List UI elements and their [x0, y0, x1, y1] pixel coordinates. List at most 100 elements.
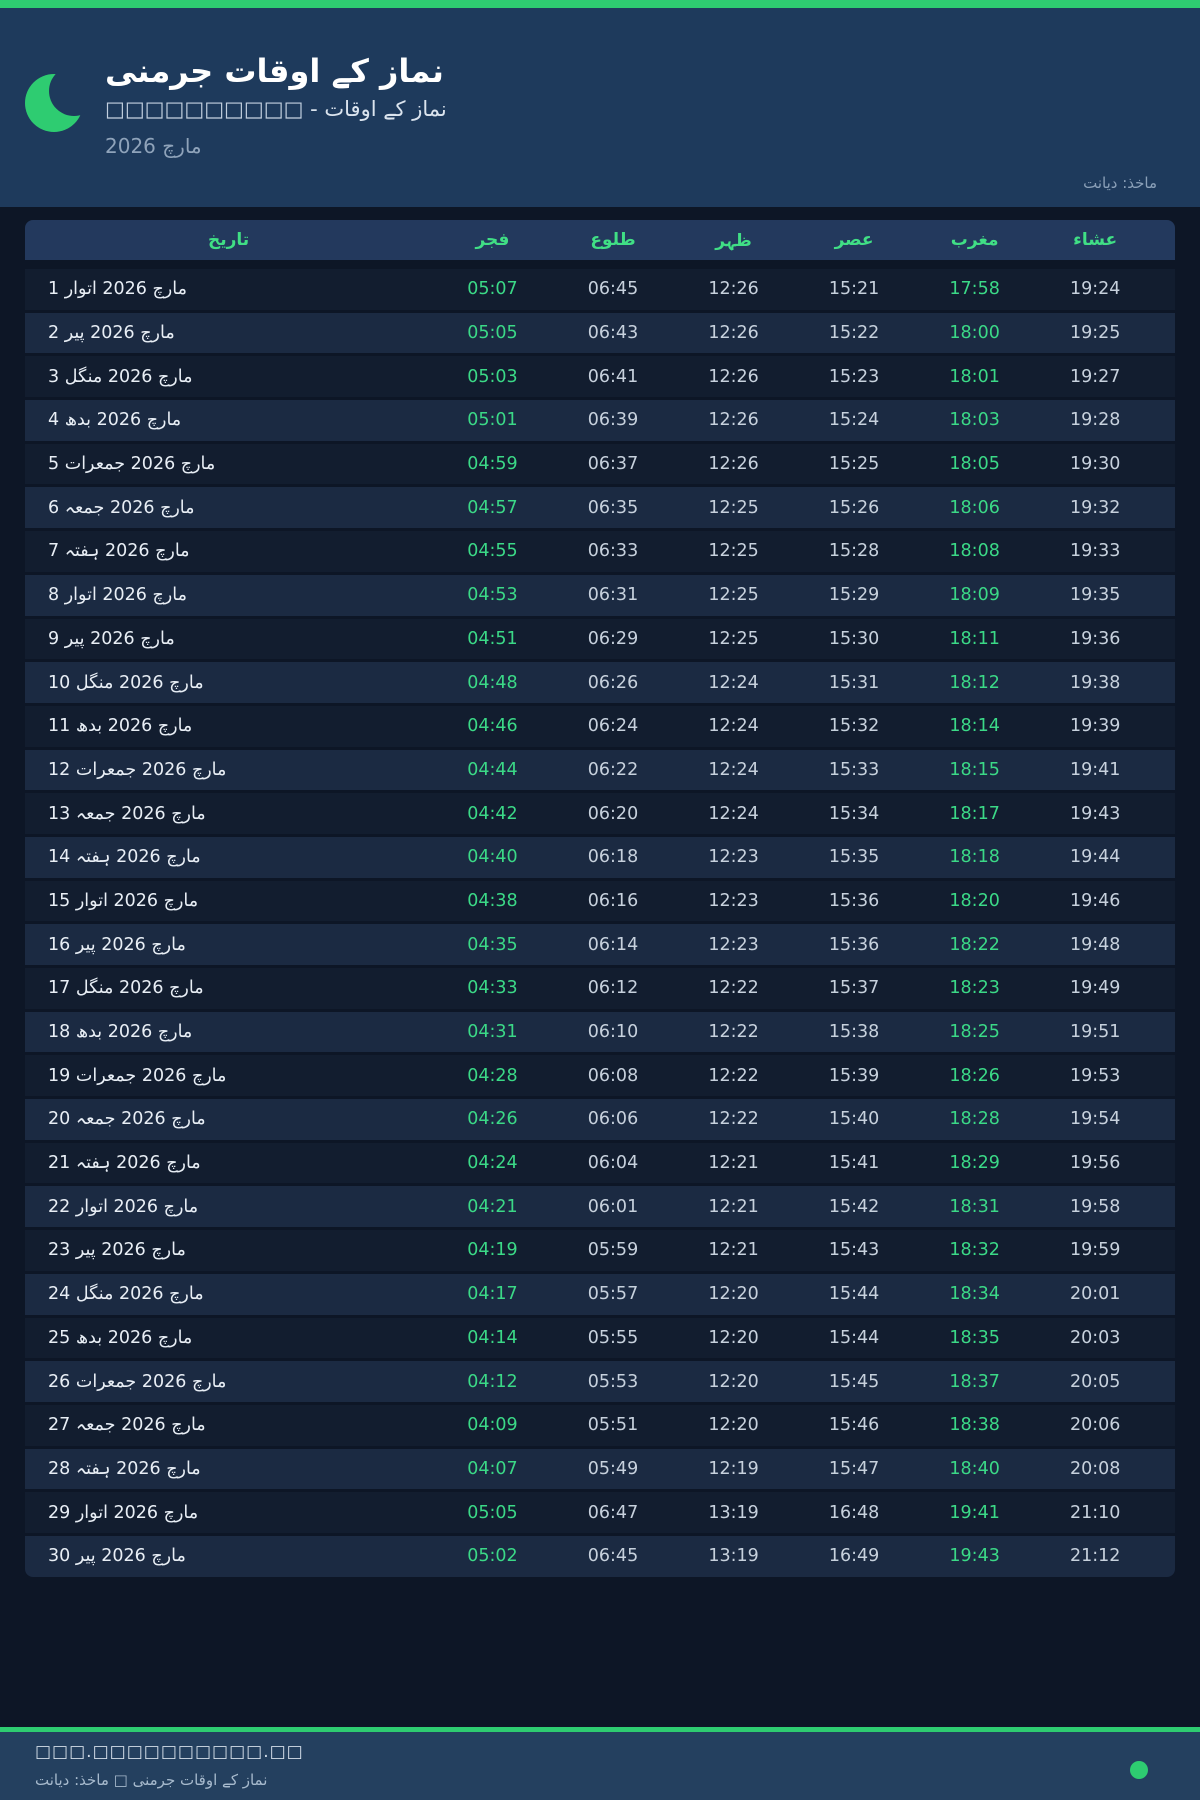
row-spacer [1155, 746, 1175, 791]
isha-time: 19:58 [1034, 1183, 1156, 1228]
asr-time: 15:21 [793, 266, 915, 310]
sunrise-time: 06:43 [552, 309, 674, 354]
sunrise-time: 05:57 [552, 1270, 674, 1315]
day-number: 25 [48, 1327, 71, 1348]
year-number: 2026 [102, 279, 147, 300]
row-spacer [1155, 659, 1175, 703]
dhuhr-time: 12:20 [673, 1270, 794, 1315]
isha-time: 19:28 [1034, 397, 1156, 441]
page-subtitle: نماز کے اوقات - □□□□□□□□□□ [105, 97, 447, 121]
row-spacer [1155, 790, 1175, 834]
year-number: 2026 [96, 410, 142, 431]
sunrise-time: 06:45 [552, 1532, 674, 1577]
dhuhr-time: 12:21 [673, 1183, 794, 1228]
dhuhr-time: 12:24 [673, 702, 794, 747]
table-row: 29 مارچ 2026 اتوار 05:05 06:47 13:19 16:… [25, 1489, 1175, 1533]
table-header-row: تاریخ فجر طلوع ظہر عصر مغرب عشاء [25, 220, 1175, 266]
row-spacer [1155, 1183, 1175, 1228]
maghrib-time: 18:14 [914, 702, 1035, 747]
asr-time: 15:44 [793, 1314, 915, 1359]
city-name-tofu: □□□□□□□□□□ [105, 97, 304, 122]
year-number: 2026 [113, 1196, 159, 1217]
fajr-time: 04:21 [432, 1183, 553, 1228]
date-cell: 4 مارچ 2026 بدھ [25, 397, 433, 441]
isha-time: 19:24 [1034, 266, 1156, 310]
row-spacer [1155, 1489, 1175, 1533]
dhuhr-time: 13:19 [673, 1489, 794, 1533]
month-name: مارچ [140, 628, 175, 649]
date-cell: 17 مارچ 2026 منگل [25, 965, 433, 1009]
row-spacer [1155, 353, 1175, 398]
sunrise-time: 06:22 [552, 746, 674, 791]
dhuhr-time: 12:22 [673, 965, 794, 1009]
sunrise-time: 05:55 [552, 1314, 674, 1359]
sunrise-time: 06:39 [552, 397, 674, 441]
table-row: 25 مارچ 2026 بدھ 04:14 05:55 12:20 15:44… [25, 1314, 1175, 1359]
row-spacer [1155, 877, 1175, 922]
dhuhr-time: 12:25 [673, 615, 794, 660]
month-name: مارچ [191, 1065, 227, 1086]
day-number: 13 [48, 803, 71, 824]
sunrise-time: 05:49 [552, 1445, 674, 1490]
table-row: 21 مارچ 2026 ہفتہ 04:24 06:04 12:21 15:4… [25, 1139, 1175, 1184]
dhuhr-time: 12:21 [673, 1227, 794, 1271]
dhuhr-time: 12:21 [673, 1139, 794, 1184]
month-name: مارچ [152, 279, 187, 300]
day-number: 1 [48, 279, 60, 300]
fajr-time: 04:53 [432, 571, 553, 616]
weekday-name: جمعہ [64, 497, 105, 518]
weekday-name: پیر [75, 934, 96, 955]
day-number: 3 [48, 366, 60, 387]
sunrise-time: 06:35 [552, 484, 674, 529]
fajr-time: 04:26 [432, 1096, 553, 1140]
month-name: مارچ [166, 1458, 201, 1479]
row-spacer [1155, 528, 1175, 572]
date-cell: 19 مارچ 2026 جمعرات [25, 1052, 433, 1097]
dhuhr-time: 12:23 [673, 921, 794, 965]
dhuhr-time: 12:26 [673, 266, 794, 310]
sunrise-time: 06:14 [552, 921, 674, 965]
sunrise-time: 06:12 [552, 965, 674, 1009]
table-body: 1 مارچ 2026 اتوار 05:07 06:45 12:26 15:2… [25, 266, 1175, 1577]
row-spacer [1155, 1096, 1175, 1140]
day-number: 22 [48, 1196, 71, 1217]
col-header-maghrib: مغرب [914, 220, 1035, 266]
weekday-name: ہفتہ [64, 541, 100, 562]
asr-time: 15:32 [793, 702, 915, 747]
table-row: 3 مارچ 2026 منگل 05:03 06:41 12:26 15:23… [25, 353, 1175, 398]
dhuhr-time: 12:22 [673, 1096, 794, 1140]
date-cell: 2 مارچ 2026 پیر [25, 309, 433, 354]
asr-time: 15:30 [793, 615, 915, 660]
asr-time: 16:49 [793, 1532, 915, 1577]
fajr-time: 04:51 [432, 615, 553, 660]
isha-time: 20:03 [1034, 1314, 1156, 1359]
maghrib-time: 18:38 [914, 1401, 1035, 1446]
row-spacer [1155, 1314, 1175, 1359]
sunrise-time: 06:06 [552, 1096, 674, 1140]
day-number: 8 [48, 585, 60, 606]
weekday-name: اتوار [64, 585, 97, 606]
sunrise-time: 06:16 [552, 877, 674, 922]
maghrib-time: 18:22 [914, 921, 1035, 965]
year-number: 2026 [121, 803, 166, 824]
day-number: 21 [48, 1153, 71, 1174]
isha-time: 19:41 [1034, 746, 1156, 791]
month-name: مارچ [163, 890, 199, 911]
day-number: 14 [48, 847, 71, 868]
row-spacer [1155, 1227, 1175, 1271]
weekday-name: جمعرات [75, 1065, 137, 1086]
date-cell: 10 مارچ 2026 منگل [25, 659, 433, 703]
day-number: 19 [48, 1065, 71, 1086]
isha-time: 20:06 [1034, 1401, 1156, 1446]
maghrib-time: 18:34 [914, 1270, 1035, 1315]
fajr-time: 04:35 [432, 921, 553, 965]
isha-time: 19:53 [1034, 1052, 1156, 1097]
asr-time: 15:42 [793, 1183, 915, 1228]
row-spacer [1155, 309, 1175, 354]
fajr-time: 04:09 [432, 1401, 553, 1446]
table-row: 6 مارچ 2026 جمعہ 04:57 06:35 12:25 15:26… [25, 484, 1175, 529]
asr-time: 15:44 [793, 1270, 915, 1315]
table-row: 22 مارچ 2026 اتوار 04:21 06:01 12:21 15:… [25, 1183, 1175, 1228]
date-cell: 18 مارچ 2026 بدھ [25, 1008, 433, 1053]
col-header-isha: عشاء [1034, 220, 1156, 266]
